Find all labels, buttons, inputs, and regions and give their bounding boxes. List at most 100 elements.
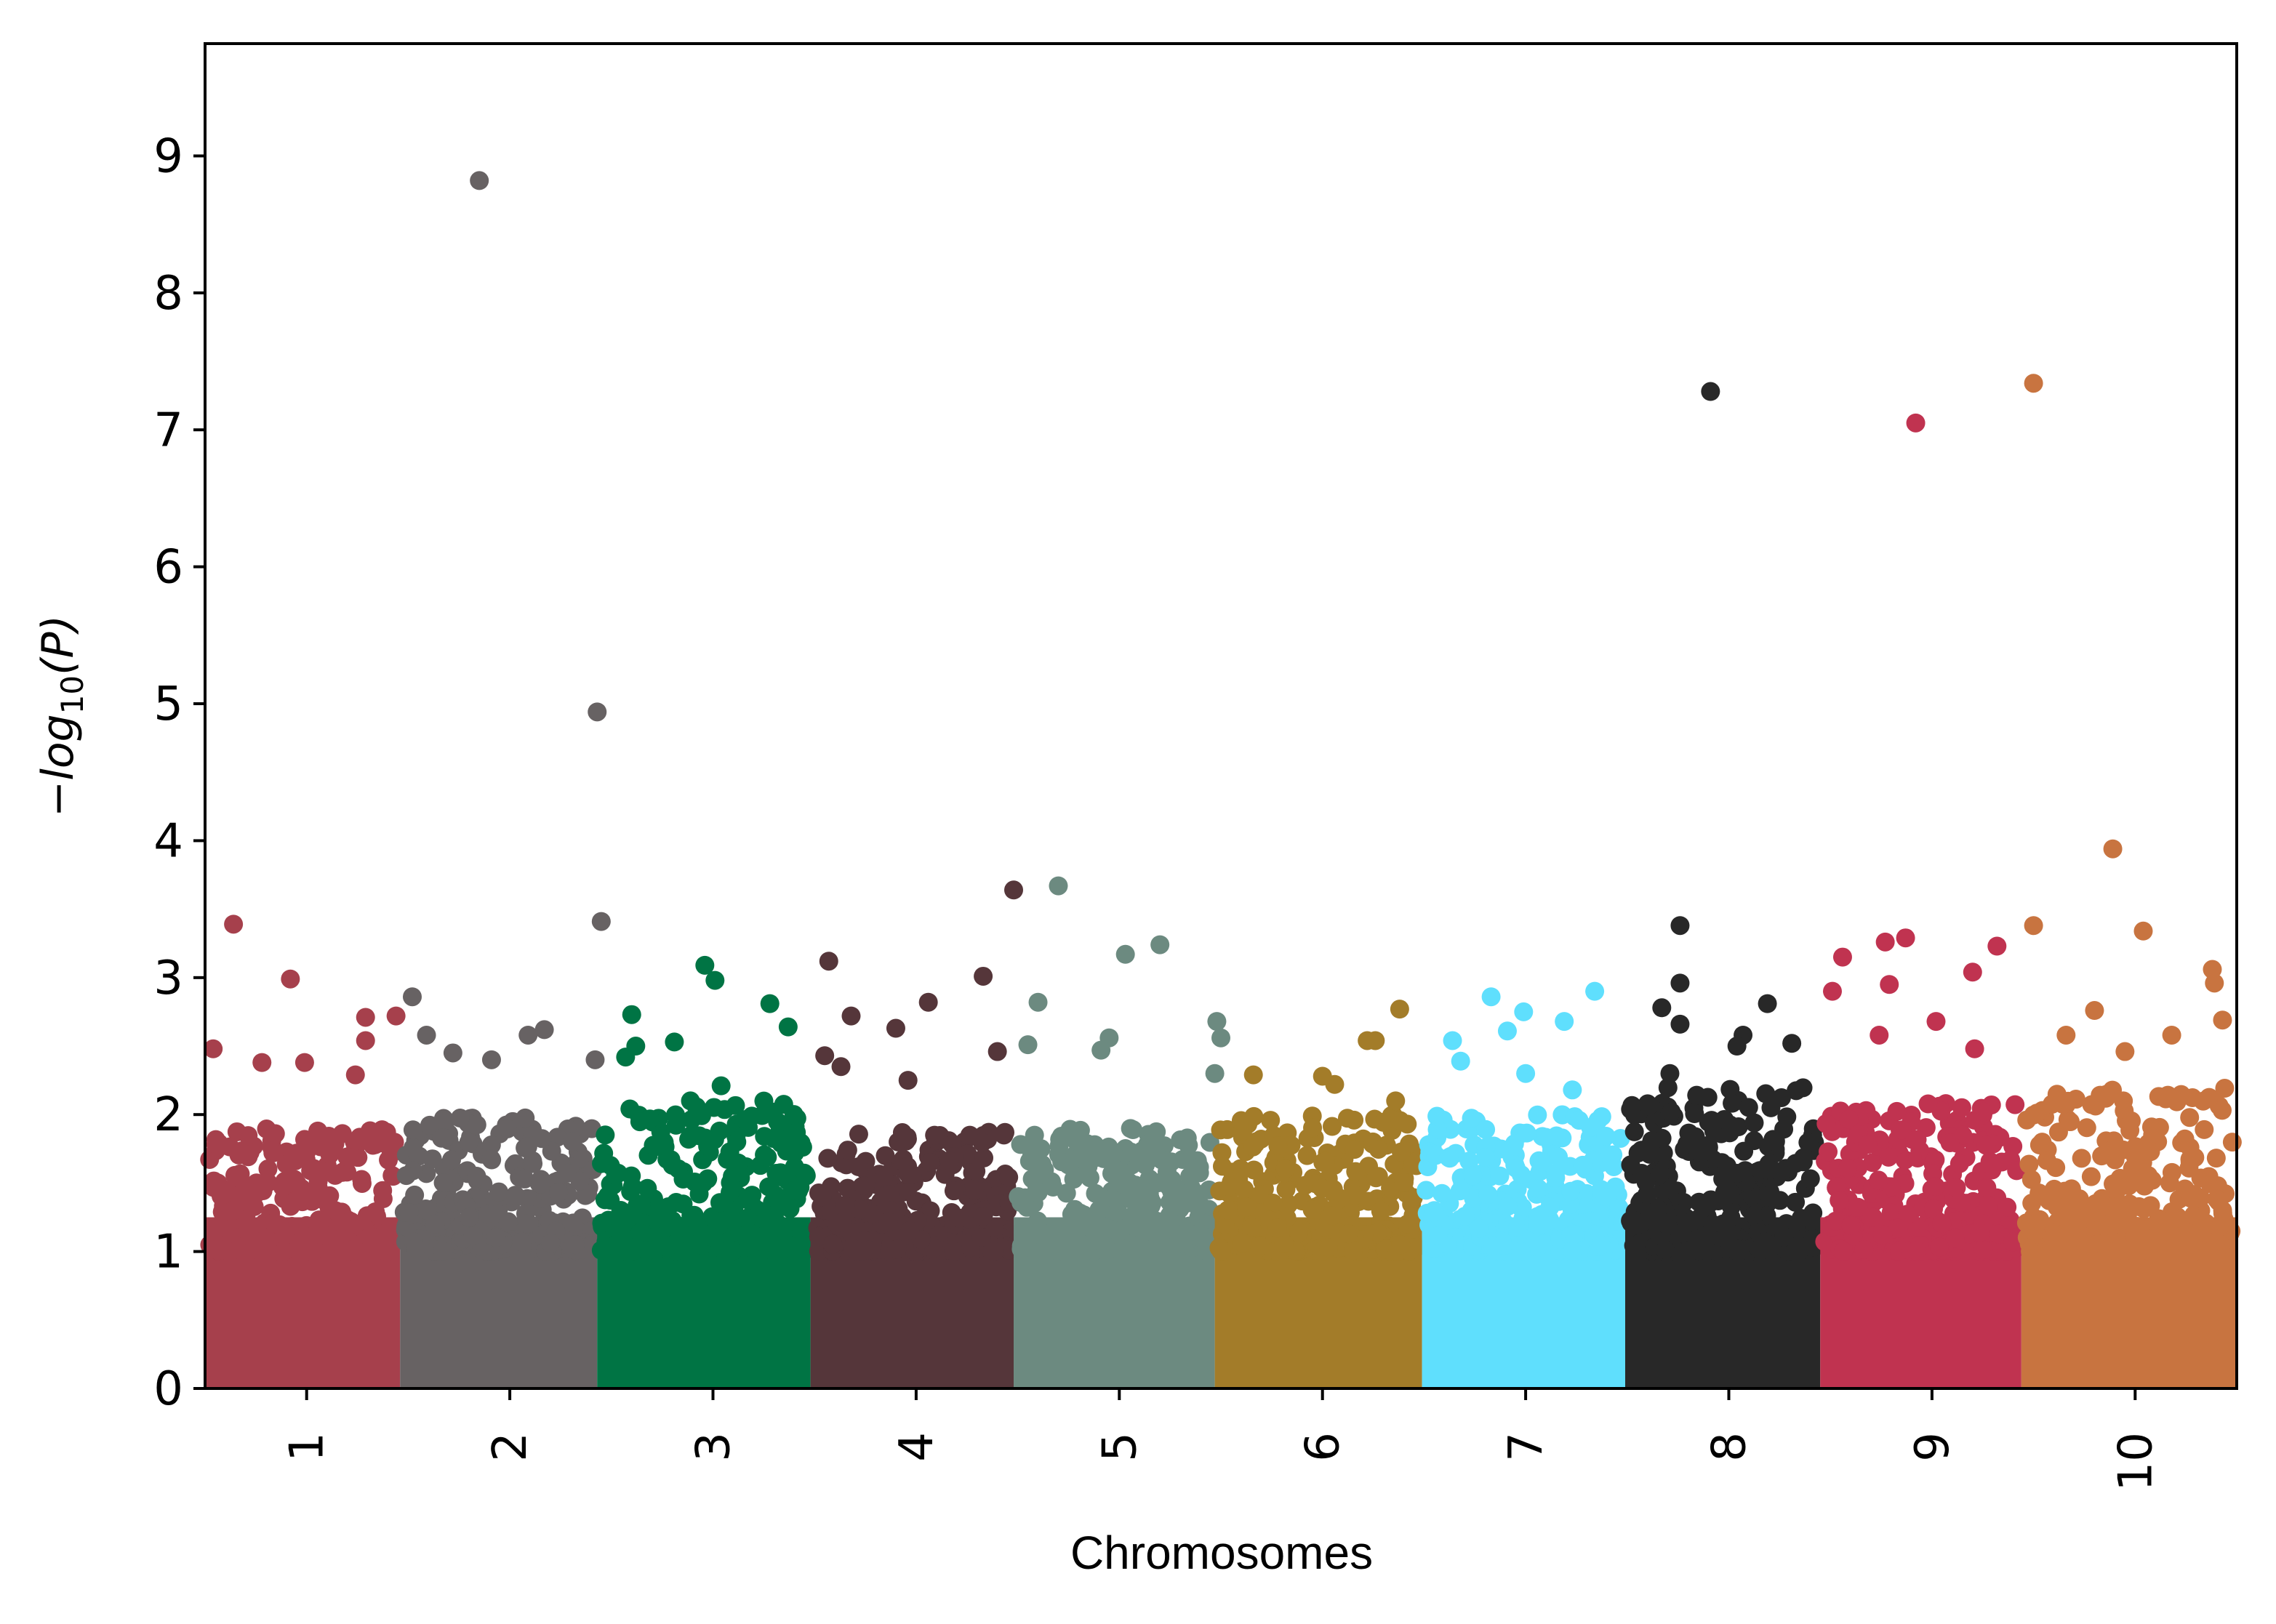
snp-point [2130,1218,2149,1238]
snp-point [1873,1225,1893,1245]
snp-point [1022,1169,1042,1189]
snp-point [1297,1146,1317,1165]
snp-point [1723,1093,1742,1113]
snp-point [735,1110,755,1130]
snp-point-top [616,1048,636,1067]
snp-point [1110,1221,1130,1241]
snp-point [2141,1142,2160,1162]
snp-point [210,1183,230,1203]
snp-point [1511,1242,1531,1261]
chromosome-5-points [1009,1119,1219,1388]
chromosome-9-points [1815,1094,2027,1388]
snp-point [710,1193,729,1213]
snp-point [208,1241,228,1261]
snp-point [1064,1170,1083,1189]
snp-point [1517,1123,1536,1143]
snp-point [1576,1197,1595,1217]
snp-point [686,1097,706,1117]
snp-point [467,1167,486,1186]
snp-point [1237,1197,1257,1217]
snp-point [1864,1207,1883,1227]
snp-point [403,1138,422,1158]
snp-point [315,1226,334,1245]
snp-point-top [1822,981,1842,1001]
snp-point [1879,1147,1899,1167]
snp-point [878,1212,898,1231]
snp-point [774,1239,794,1258]
snp-point [1651,1164,1670,1183]
snp-point [294,1130,314,1149]
snp-point [1374,1112,1393,1132]
snp-point [489,1182,509,1202]
snp-point [1147,1211,1166,1231]
snp-point-top [1313,1066,1332,1086]
snp-point [1834,1242,1854,1261]
snp-point [2021,1242,2040,1261]
snp-point-top [1832,947,1852,967]
snp-point [566,1235,585,1255]
snp-point [1289,1223,1308,1242]
y-tick-label: 8 [153,267,183,321]
snp-point-top [1150,935,1170,954]
snp-point-top [294,1053,314,1072]
snp-point [359,1227,379,1247]
snp-point [229,1145,249,1165]
snp-point-top [1115,944,1135,964]
snp-point [1398,1114,1417,1134]
snp-point [1932,1214,1952,1234]
snp-point [1561,1181,1581,1201]
snp-point [1398,1214,1417,1234]
snp-point [1907,1241,1926,1261]
snp-point [350,1127,369,1147]
snp-point [1761,1160,1781,1180]
snp-point [809,1227,828,1247]
snp-point-top [417,1025,436,1045]
snp-point [2077,1118,2096,1138]
snp-point [1974,1240,1993,1260]
snp-point [549,1183,569,1202]
snp-point-top [356,1008,375,1027]
snp-point [332,1124,352,1143]
snp-point-top [1782,1034,1802,1053]
snp-point [239,1126,258,1146]
snp-point [2184,1205,2204,1225]
snp-point [1528,1179,1548,1199]
snp-point [450,1109,470,1128]
snp-point [1952,1193,1971,1213]
snp-point [417,1201,437,1221]
snp-point [1546,1163,1566,1183]
snp-point [726,1096,745,1115]
snp-point [1345,1140,1364,1159]
snp-point [874,1167,894,1186]
snp-point [1339,1224,1358,1244]
snp-point-top [2103,839,2123,859]
snp-point [897,1129,917,1149]
snp-point-top [588,702,607,722]
snp-point-top [1028,992,1048,1012]
snp-point [1638,1185,1657,1205]
snp-point-top [1701,382,1720,401]
snp-point [1952,1098,1971,1117]
snp-point [1244,1106,1264,1126]
snp-point [1047,1241,1067,1261]
snp-point [1432,1183,1452,1203]
snp-point [2191,1188,2211,1207]
snp-point [752,1106,772,1125]
snp-point [2048,1197,2067,1217]
snp-point [784,1105,804,1125]
x-axis: 1 2 3 4 5 6 7 8 9 10 [281,1388,2163,1491]
snp-point [1662,1102,1681,1122]
snp-point [1427,1119,1447,1139]
snp-point-top [1443,1031,1462,1050]
snp-point-top [1727,1037,1747,1056]
snp-point-top [1516,1064,1536,1083]
chromosome-3-points [591,1091,816,1388]
snp-point-top [402,987,422,1007]
snp-point [713,1211,732,1231]
snp-point [1979,1197,1998,1216]
snp-point [754,1233,774,1253]
snp-point-top [1555,1012,1574,1032]
snp-point [2080,1204,2099,1223]
snp-point [2207,1189,2227,1209]
snp-point [1345,1110,1364,1130]
